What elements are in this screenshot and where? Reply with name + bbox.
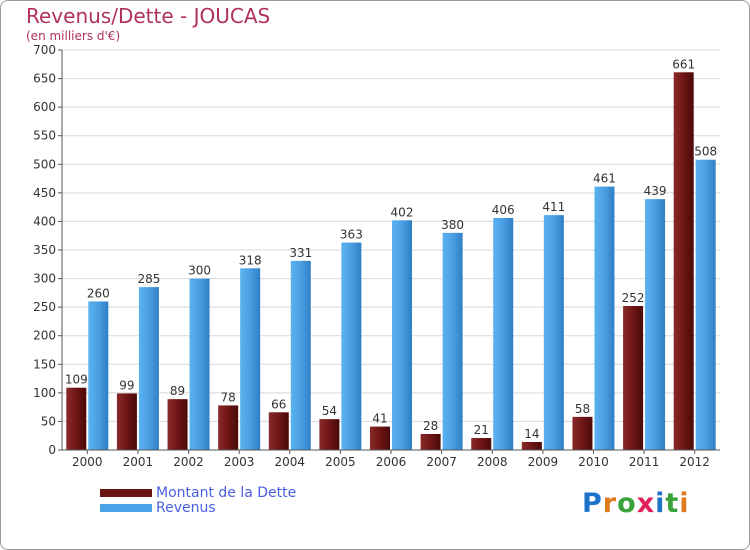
legend-label-debt: Montant de la Dette [156, 485, 297, 501]
y-tick-label: 100 [33, 386, 56, 400]
data-label-debt: 41 [372, 412, 387, 426]
bar-revenue [189, 278, 210, 450]
bar-debt [319, 419, 340, 450]
data-label-debt: 109 [65, 373, 88, 387]
y-tick-label: 150 [33, 357, 56, 371]
bar-debt [116, 393, 137, 450]
y-tick-label: 50 [41, 414, 56, 428]
legend-label-revenue: Revenus [156, 500, 216, 516]
x-tick-label: 2010 [578, 455, 609, 469]
y-tick-label: 300 [33, 272, 56, 286]
bar-debt [167, 399, 188, 450]
y-tick-label: 700 [33, 43, 56, 57]
x-tick-label: 2002 [173, 455, 204, 469]
bar-debt [370, 426, 390, 450]
x-tick-label: 2007 [426, 455, 457, 469]
x-tick-label: 2009 [528, 455, 559, 469]
x-tick-label: 2001 [123, 455, 154, 469]
bar-revenue [645, 199, 666, 450]
bar-revenue [341, 242, 362, 450]
data-label-debt: 28 [423, 419, 438, 433]
data-label-debt: 252 [622, 291, 645, 305]
bar-revenue [695, 159, 716, 450]
data-label-debt: 58 [575, 402, 590, 416]
data-label-revenue: 439 [644, 184, 667, 198]
logo-letter: t [665, 488, 680, 519]
data-label-debt: 99 [119, 378, 134, 392]
data-label-revenue: 461 [593, 172, 616, 186]
y-tick-label: 400 [33, 214, 56, 228]
x-tick-label: 2012 [679, 455, 710, 469]
bar-revenue [493, 218, 514, 450]
proxiti-logo: Proxiti [582, 488, 690, 519]
data-label-revenue: 331 [289, 246, 312, 260]
bar-debt [471, 438, 492, 450]
y-tick-label: 500 [33, 157, 56, 171]
chart-title: Revenus/Dette - JOUCAS [26, 4, 271, 28]
data-label-revenue: 260 [87, 286, 110, 300]
data-label-revenue: 380 [441, 218, 464, 232]
data-label-debt: 661 [672, 57, 695, 71]
data-label-revenue: 318 [239, 253, 262, 267]
x-tick-label: 2005 [325, 455, 356, 469]
legend-swatch-revenue [100, 504, 152, 512]
data-label-revenue: 285 [137, 272, 160, 286]
data-label-revenue: 508 [694, 145, 717, 159]
bar-debt [572, 416, 593, 450]
x-tick-label: 2008 [477, 455, 508, 469]
bar-debt [420, 434, 441, 450]
legend-swatch-debt [100, 489, 152, 497]
bar-revenue [240, 268, 261, 450]
data-label-revenue: 406 [492, 203, 515, 217]
x-tick-label: 2011 [629, 455, 660, 469]
logo-letter: i [655, 488, 666, 519]
data-label-revenue: 411 [542, 200, 565, 214]
x-tick-label: 2000 [72, 455, 103, 469]
data-label-debt: 21 [474, 423, 489, 437]
bar-revenue [138, 287, 159, 450]
bar-debt [268, 412, 289, 450]
y-tick-label: 600 [33, 100, 56, 114]
y-tick-label: 650 [33, 72, 56, 86]
logo-letter: r [602, 488, 618, 519]
y-tick-label: 450 [33, 186, 56, 200]
bar-revenue [290, 260, 311, 450]
chart-subtitle: (en milliers d'€) [26, 29, 121, 43]
data-label-debt: 54 [322, 404, 337, 418]
data-label-revenue: 300 [188, 264, 211, 278]
data-label-debt: 78 [221, 390, 236, 404]
logo-letter: x [636, 488, 656, 519]
data-label-revenue: 363 [340, 228, 363, 242]
x-tick-label: 2003 [224, 455, 255, 469]
bar-debt [521, 442, 542, 450]
data-label-revenue: 402 [391, 205, 414, 219]
bar-revenue [543, 215, 564, 450]
bar-revenue [442, 232, 463, 450]
logo-letter: i [679, 488, 690, 519]
data-label-debt: 89 [170, 384, 185, 398]
logo-letter: P [582, 488, 603, 519]
y-tick-label: 250 [33, 300, 56, 314]
bar-debt [218, 405, 239, 450]
x-tick-label: 2006 [376, 455, 407, 469]
x-tick-label: 2004 [274, 455, 305, 469]
bar-revenue [88, 301, 109, 450]
bar-revenue [594, 186, 615, 451]
bar-debt [66, 387, 87, 450]
y-tick-label: 350 [33, 243, 56, 257]
data-label-debt: 14 [524, 427, 539, 441]
logo-letter: o [617, 488, 637, 519]
bar-debt [623, 306, 644, 450]
y-tick-label: 0 [48, 443, 56, 457]
y-tick-label: 550 [33, 129, 56, 143]
bar-debt [673, 72, 694, 451]
data-label-debt: 66 [271, 397, 286, 411]
y-tick-label: 200 [33, 329, 56, 343]
bar-revenue [392, 220, 412, 450]
